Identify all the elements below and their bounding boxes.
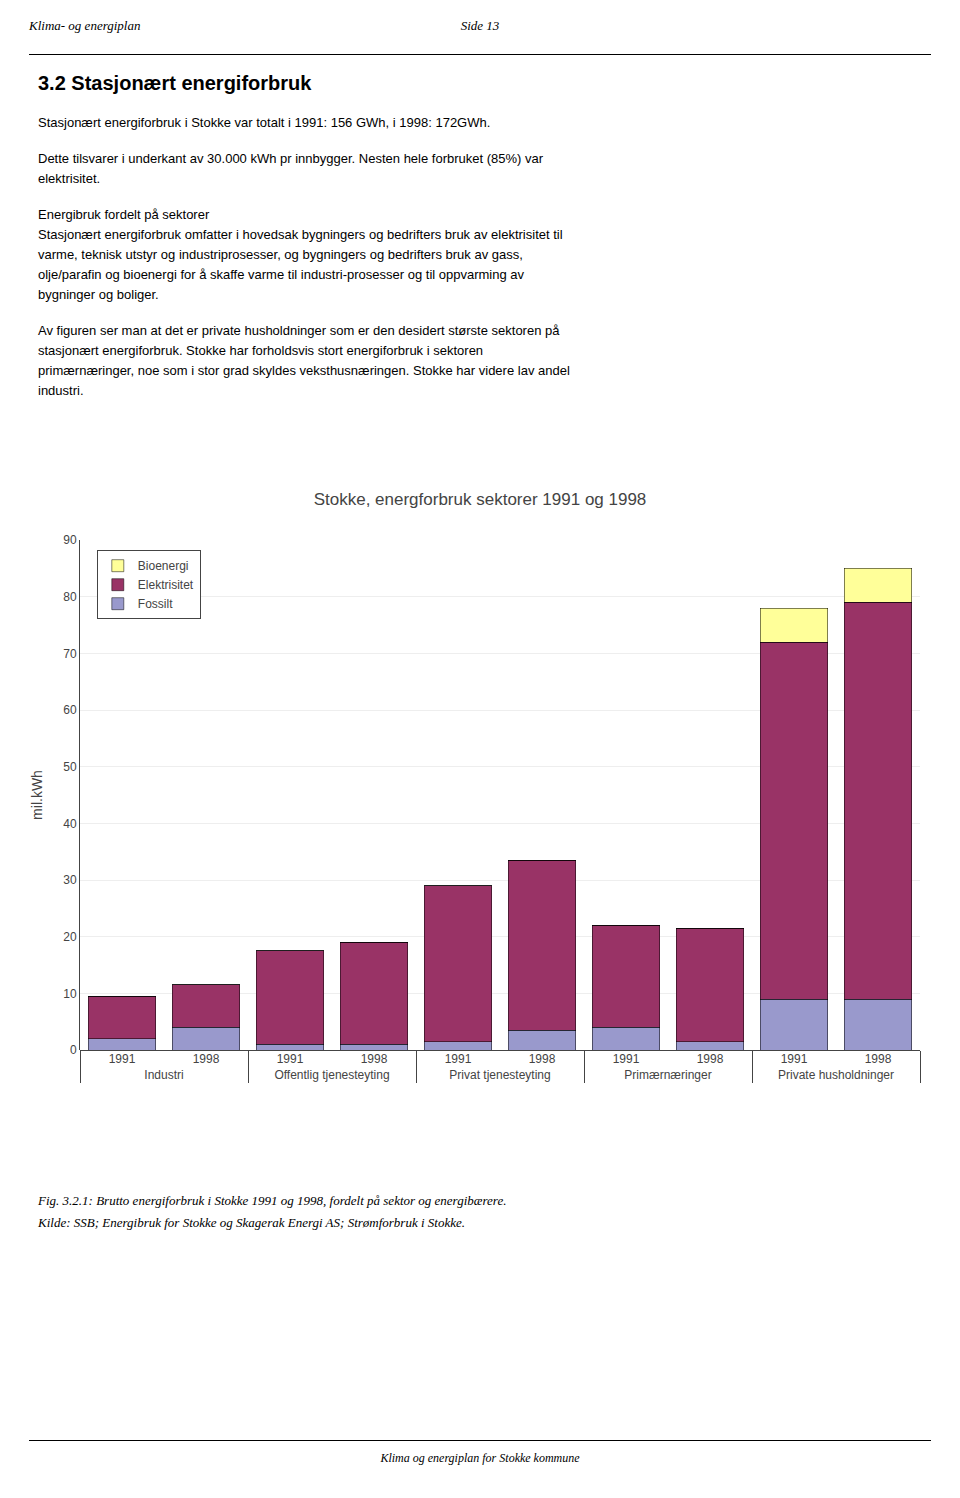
svg-text:30: 30 xyxy=(63,873,77,887)
svg-text:60: 60 xyxy=(63,703,77,717)
svg-text:1998: 1998 xyxy=(697,1052,724,1066)
svg-text:Offentlig tjenesteyting: Offentlig tjenesteyting xyxy=(274,1068,389,1082)
svg-text:Stokke, energforbruk sektorer: Stokke, energforbruk sektorer 1991 og 19… xyxy=(314,490,647,509)
html-text:Klima- og energiplan: Klima- og energiplan xyxy=(29,18,141,33)
svg-text:20: 20 xyxy=(63,930,77,944)
html-text:Fig. 3.2.1: Brutto energiforbr: Fig. 3.2.1: Brutto energiforbruk i Stokk… xyxy=(38,1193,507,1208)
svg-text:1991: 1991 xyxy=(445,1052,472,1066)
html-text:Stasjonært energiforbruk i Sto: Stasjonært energiforbruk i Stokke var to… xyxy=(38,115,491,130)
svg-text:90: 90 xyxy=(63,533,77,547)
svg-text:70: 70 xyxy=(63,647,77,661)
svg-text:1991: 1991 xyxy=(277,1052,304,1066)
html-text:Klima og energiplan for Stokke: Klima og energiplan for Stokke kommune xyxy=(380,1451,580,1465)
svg-text:Primærnæringer: Primærnæringer xyxy=(624,1068,711,1082)
svg-text:1991: 1991 xyxy=(613,1052,640,1066)
svg-text:1998: 1998 xyxy=(529,1052,556,1066)
svg-text:mil.kWh: mil.kWh xyxy=(29,770,45,820)
svg-text:1998: 1998 xyxy=(865,1052,892,1066)
svg-text:Fossilt: Fossilt xyxy=(138,597,173,611)
svg-text:1998: 1998 xyxy=(193,1052,220,1066)
svg-text:Privat tjenesteyting: Privat tjenesteyting xyxy=(449,1068,550,1082)
html-text:Side 13: Side 13 xyxy=(460,18,500,33)
svg-text:1991: 1991 xyxy=(781,1052,808,1066)
svg-text:Industri: Industri xyxy=(144,1068,183,1082)
svg-text:0: 0 xyxy=(70,1043,77,1057)
html-text:Dette tilsvarer i underkant av: Dette tilsvarer i underkant av 30.000 kW… xyxy=(38,151,544,186)
html-text:3.2 Stasjonært energiforbruk: 3.2 Stasjonært energiforbruk xyxy=(38,72,312,94)
svg-text:Private husholdninger: Private husholdninger xyxy=(778,1068,894,1082)
html-text:Av figuren ser man at det er p: Av figuren ser man at det er private hus… xyxy=(38,323,570,398)
svg-text:1991: 1991 xyxy=(109,1052,136,1066)
svg-text:10: 10 xyxy=(63,987,77,1001)
svg-text:80: 80 xyxy=(63,590,77,604)
svg-text:Bioenergi: Bioenergi xyxy=(138,559,189,573)
svg-text:50: 50 xyxy=(63,760,77,774)
svg-text:Elektrisitet: Elektrisitet xyxy=(138,578,194,592)
svg-text:1998: 1998 xyxy=(361,1052,388,1066)
html-text:Energibruk fordelt på sektorer: Energibruk fordelt på sektorer Stasjonær… xyxy=(38,207,563,302)
svg-text:40: 40 xyxy=(63,817,77,831)
html-text:Kilde: SSB; Energibruk for Sto: Kilde: SSB; Energibruk for Stokke og Ska… xyxy=(38,1215,465,1230)
